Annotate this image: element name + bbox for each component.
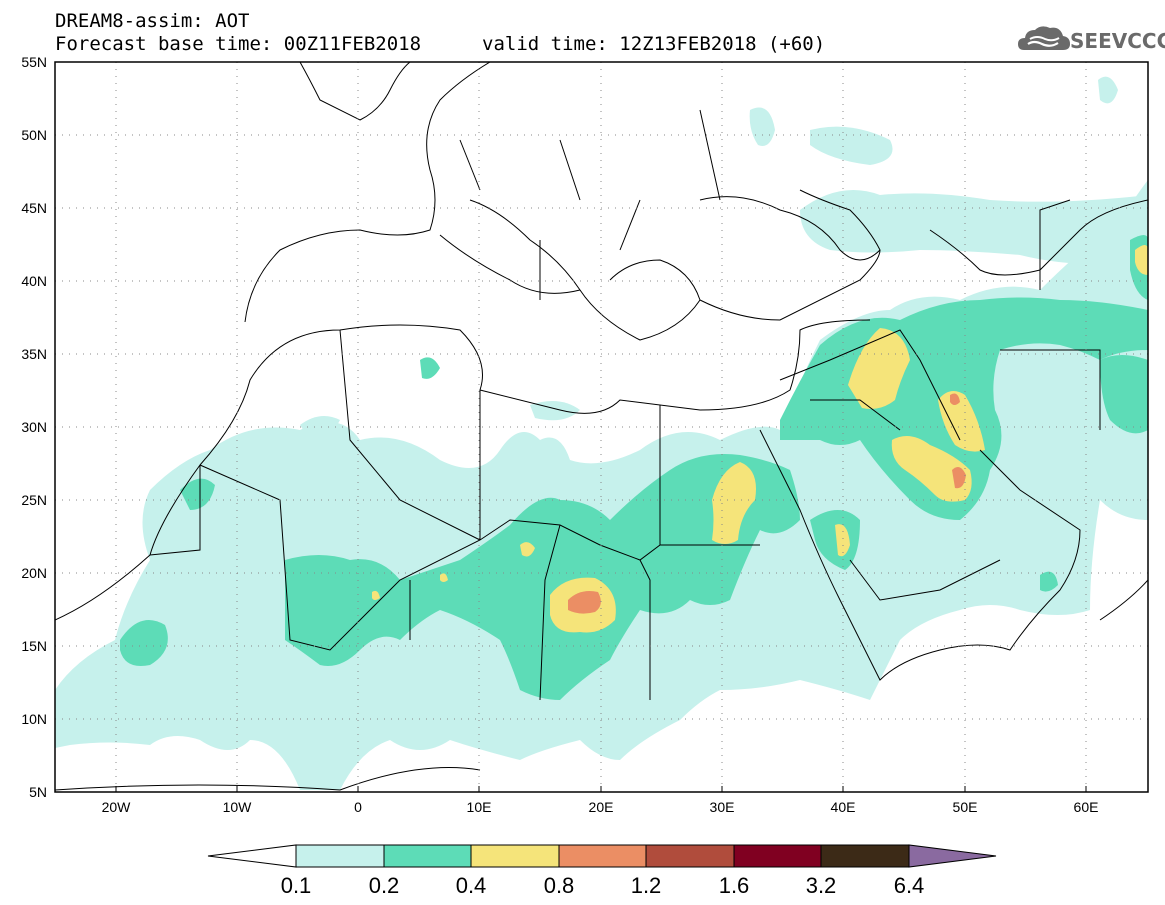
colorbar-label: 0.8 <box>544 873 575 898</box>
lat-label: 30N <box>21 419 47 435</box>
colorbar-swatch <box>645 844 735 868</box>
colorbar-swatch <box>733 844 822 868</box>
lat-label: 40N <box>21 273 47 289</box>
aot-level-0.2 <box>180 478 215 510</box>
colorbar-label: 1.2 <box>631 873 662 898</box>
lon-label: 20E <box>589 799 614 815</box>
lon-label: 40E <box>831 799 856 815</box>
colorbar-swatch <box>383 844 472 868</box>
aot-level-0.2 <box>120 620 168 666</box>
aot-level-0.2 <box>1100 355 1148 434</box>
colorbar <box>207 844 997 868</box>
aot-level-0.4 <box>848 328 910 409</box>
tick-marks <box>115 786 1087 792</box>
map-title: DREAM8-assim: AOT <box>55 10 250 32</box>
colorbar-label: 0.4 <box>456 873 487 898</box>
lon-label: 0 <box>354 799 362 815</box>
colorbar-swatch <box>295 844 385 868</box>
lon-label: 20W <box>102 799 132 815</box>
colorbar-swatch-below <box>207 844 297 868</box>
aot-level-0.1 <box>810 126 893 165</box>
colorbar-label: 0.2 <box>369 873 400 898</box>
lat-label: 15N <box>21 638 47 654</box>
aot-level-0.2 <box>285 454 800 700</box>
colorbar-label: 0.1 <box>281 873 312 898</box>
borders <box>149 109 1101 701</box>
aot-level-0.4 <box>520 542 535 557</box>
aot-level-0.4 <box>372 590 380 600</box>
aot-level-0.8 <box>950 393 960 405</box>
colorbar-label: 6.4 <box>894 873 925 898</box>
logo-text: SEEVCCC <box>1070 29 1165 53</box>
colorbar-swatch-above <box>908 844 997 868</box>
aot-level-0.1 <box>749 107 775 146</box>
lat-label: 50N <box>21 127 47 143</box>
dust-field <box>55 76 1148 790</box>
lat-label: 25N <box>21 492 47 508</box>
forecast-base-time: Forecast base time: 00Z11FEB2018 <box>55 33 422 55</box>
lat-label: 5N <box>29 784 47 800</box>
aot-level-0.4 <box>1135 245 1148 275</box>
lon-label: 30E <box>710 799 735 815</box>
lon-label: 10E <box>467 799 492 815</box>
lon-label: 50E <box>953 799 978 815</box>
cloud-icon <box>1018 26 1070 50</box>
aot-level-0.1 <box>800 190 1148 264</box>
aot-level-0.8 <box>952 466 966 489</box>
valid-time: valid time: 12Z13FEB2018 (+60) <box>482 33 826 55</box>
aot-level-0.2 <box>1040 571 1058 592</box>
aot-level-0.4 <box>891 436 972 502</box>
aot-level-0.1 <box>300 416 340 440</box>
lat-label: 45N <box>21 200 47 216</box>
lat-label: 35N <box>21 346 47 362</box>
lat-label: 55N <box>21 54 47 70</box>
aot-level-0.4 <box>938 391 985 452</box>
aot-level-0.2 <box>420 357 440 379</box>
aot-level-0.1 <box>1098 76 1118 104</box>
aot-level-0.4 <box>712 462 756 544</box>
aot-level-0.8 <box>568 591 601 614</box>
aot-level-0.4 <box>440 573 448 582</box>
lat-label: 10N <box>21 711 47 727</box>
colorbar-swatch <box>470 844 560 868</box>
colorbar-swatch <box>558 844 647 868</box>
colorbar-swatch <box>820 844 910 868</box>
lon-label: 10W <box>223 799 253 815</box>
aot-level-0.4 <box>835 524 850 557</box>
colorbar-label: 3.2 <box>806 873 837 898</box>
lon-label: 60E <box>1074 799 1099 815</box>
aot-level-0.2 <box>810 510 860 570</box>
gridlines <box>55 62 1148 792</box>
colorbar-label: 1.6 <box>719 873 750 898</box>
lat-label: 20N <box>21 565 47 581</box>
